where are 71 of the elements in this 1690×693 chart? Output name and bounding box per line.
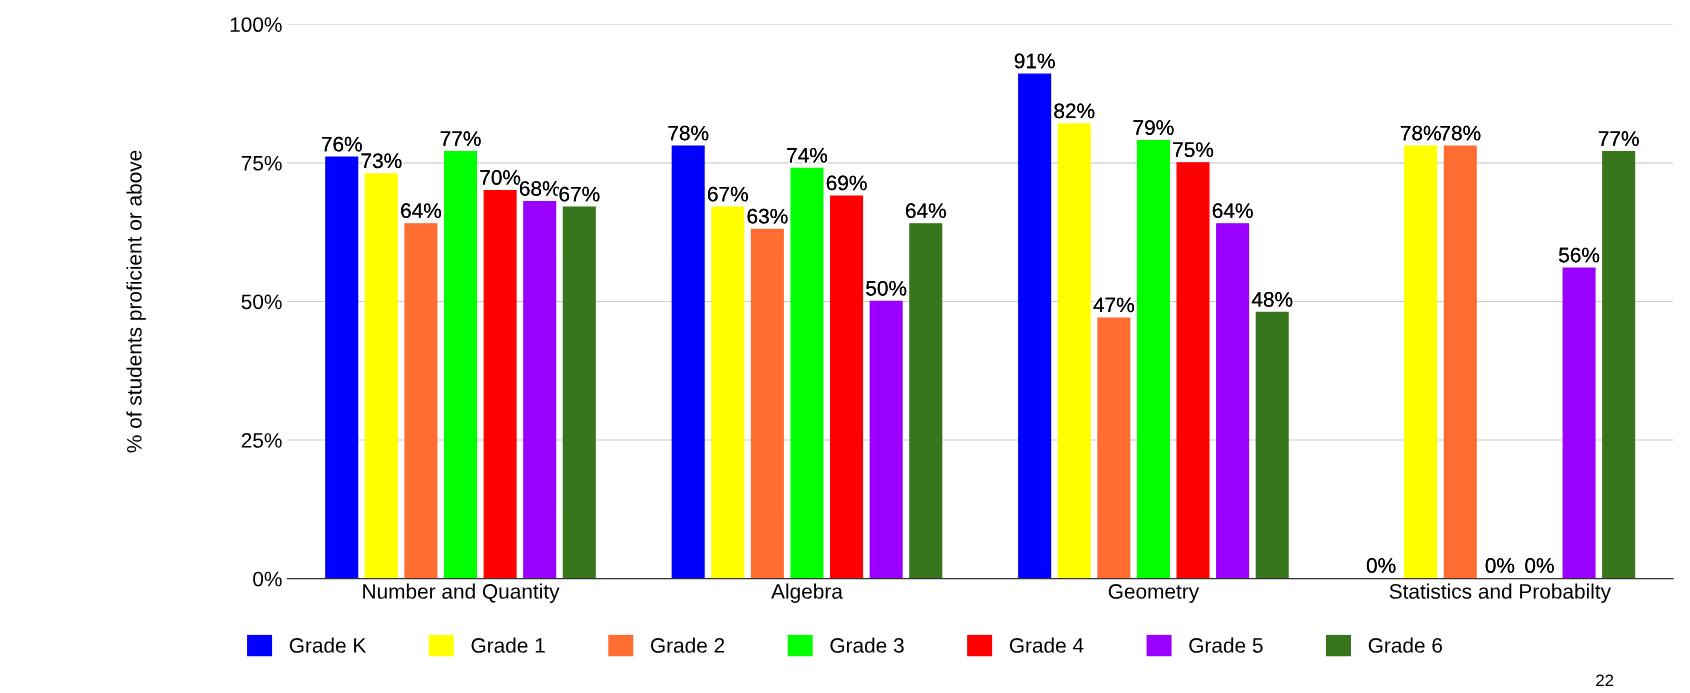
data-label: 82% — [1054, 103, 1095, 119]
legend-label: Grade 3 — [830, 637, 904, 653]
y-tick-label: 50% — [241, 294, 282, 310]
data-label: 69% — [826, 175, 867, 191]
bar — [325, 156, 359, 579]
data-label: 78% — [668, 125, 709, 141]
bar — [443, 151, 478, 579]
x-tick-label: Geometry — [1108, 584, 1200, 603]
bar — [1057, 123, 1091, 579]
data-label: 0% — [1485, 558, 1515, 573]
text: 22 — [1596, 674, 1614, 687]
legend-label: Grade 4 — [1009, 637, 1084, 653]
y-tick-label: 25% — [241, 433, 282, 448]
y-tick-label: 75% — [241, 155, 282, 171]
bar — [404, 223, 438, 579]
data-label: 0% — [1366, 558, 1396, 573]
bar — [483, 189, 517, 579]
data-label: 76% — [321, 136, 362, 152]
bar — [671, 145, 705, 579]
data-label: 47% — [1093, 297, 1134, 313]
bar — [1404, 145, 1438, 579]
bar — [830, 195, 864, 579]
bar — [750, 228, 784, 579]
bar — [523, 200, 557, 579]
data-label: 67% — [708, 186, 748, 202]
data-label: 64% — [401, 203, 442, 219]
data-label: 78% — [1400, 125, 1441, 141]
data-label: 77% — [440, 131, 481, 146]
legend-label: Grade 6 — [1368, 637, 1443, 653]
data-label: 79% — [1133, 120, 1174, 135]
bar — [869, 300, 903, 579]
data-label: 64% — [905, 203, 946, 219]
data-label: 56% — [1559, 247, 1600, 263]
y-axis-title: % of students proficient or above — [126, 150, 146, 453]
bar — [562, 206, 596, 579]
data-label: 75% — [1173, 142, 1214, 158]
data-label: 74% — [787, 147, 828, 163]
data-label: 77% — [1598, 131, 1639, 146]
bar — [790, 167, 824, 579]
data-label: 48% — [1251, 292, 1293, 307]
bar — [1216, 223, 1250, 579]
x-tick-label: Algebra — [771, 583, 843, 603]
data-label: 63% — [747, 208, 788, 224]
x-tick-label: Number and Quantity — [363, 583, 560, 603]
data-label: 50% — [866, 280, 907, 296]
y-tick-label: 0% — [253, 571, 282, 587]
bar — [1136, 139, 1170, 579]
bar — [1562, 267, 1596, 579]
data-label: 68% — [519, 181, 560, 196]
data-label: 78% — [1440, 125, 1481, 141]
legend-label: Grade 2 — [650, 637, 725, 653]
bar — [1443, 145, 1477, 579]
x-tick-label: Statistics and Probabilty — [1389, 583, 1612, 603]
bar — [1602, 151, 1636, 579]
legend-label: Grade K — [289, 637, 367, 653]
bar — [1176, 162, 1210, 579]
data-label: 67% — [559, 186, 600, 202]
data-label: 64% — [1212, 203, 1253, 219]
bar — [1018, 73, 1052, 579]
data-label: 70% — [480, 170, 521, 185]
bar — [909, 223, 943, 579]
legend-label: Grade 1 — [471, 637, 545, 653]
bar — [711, 206, 745, 579]
bar — [1255, 311, 1289, 579]
bar — [364, 173, 398, 579]
y-tick-label: 100% — [230, 17, 282, 33]
data-label: 0% — [1525, 558, 1554, 573]
legend-label: Grade 5 — [1189, 637, 1263, 653]
data-label: 73% — [361, 153, 402, 169]
data-label: 91% — [1014, 53, 1055, 69]
bar — [1097, 317, 1131, 579]
